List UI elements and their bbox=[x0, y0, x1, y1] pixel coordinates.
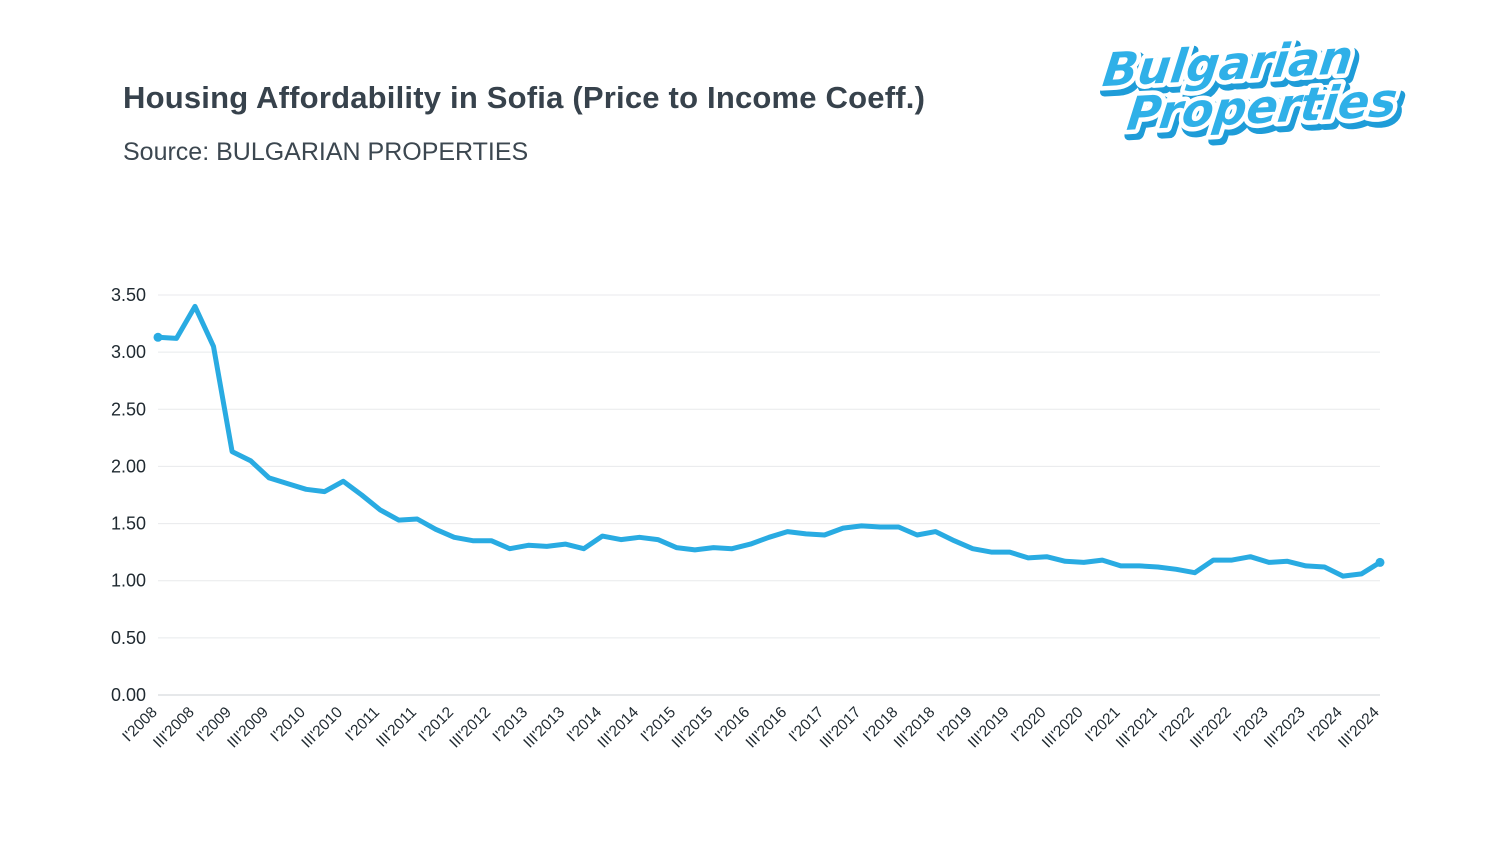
x-axis-tick-label: III'2011 bbox=[373, 704, 420, 751]
x-axis-tick-label: III'2020 bbox=[1039, 704, 1087, 752]
y-axis-tick-label: 2.00 bbox=[111, 456, 146, 476]
x-axis-tick-label: III'2019 bbox=[965, 704, 1013, 752]
y-axis-tick-label: 0.00 bbox=[111, 685, 146, 705]
line-endpoint-marker bbox=[1375, 557, 1385, 567]
logo-word-1: Bulgarian bbox=[1100, 30, 1356, 97]
source-label: Source: BULGARIAN PROPERTIES bbox=[123, 138, 529, 166]
x-axis-tick-label: III'2009 bbox=[224, 704, 272, 752]
y-axis-tick-label: 3.50 bbox=[111, 285, 146, 305]
x-axis-tick-label: III'2014 bbox=[595, 704, 643, 752]
x-axis-tick-label: III'2021 bbox=[1113, 704, 1161, 752]
x-axis-tick-label: III'2015 bbox=[669, 704, 717, 752]
affordability-line-chart: 0.000.501.001.502.002.503.003.50I'2008II… bbox=[111, 285, 1385, 752]
x-axis-tick-label: III'2012 bbox=[446, 704, 494, 752]
x-axis-tick-label: III'2017 bbox=[817, 704, 865, 752]
logo-word-1-outline: Bulgarian bbox=[1100, 30, 1356, 97]
y-axis-tick-label: 0.50 bbox=[111, 628, 146, 648]
page-title: Housing Affordability in Sofia (Price to… bbox=[123, 80, 926, 115]
logo-graphic: Bulgarian Properties Bulgarian Propertie… bbox=[1095, 26, 1409, 152]
y-axis-tick-label: 1.00 bbox=[111, 571, 146, 591]
x-axis-tick-label: III'2023 bbox=[1261, 704, 1309, 752]
y-axis-tick-label: 3.00 bbox=[111, 342, 146, 362]
y-axis-tick-label: 2.50 bbox=[111, 399, 146, 419]
x-axis-tick-label: III'2024 bbox=[1335, 704, 1383, 752]
x-axis-tick-label: III'2022 bbox=[1187, 704, 1235, 752]
price-to-income-line bbox=[155, 303, 1383, 579]
y-axis-tick-label: 1.50 bbox=[111, 514, 146, 534]
chart-container: 0.00 0.50 1.00 1.50 2.00 2.50 3.00 3.50 I'2008 II… bbox=[0, 240, 1500, 820]
x-axis-tick-label: III'2018 bbox=[891, 704, 939, 752]
x-axis-tick-label: III'2016 bbox=[743, 704, 791, 752]
x-axis-tick-label: III'2008 bbox=[150, 704, 198, 752]
x-axis-tick-label: III'2013 bbox=[520, 704, 568, 752]
x-axis-tick-label: III'2010 bbox=[298, 704, 346, 752]
bulgarian-properties-logo: Bulgarian Properties Bulgarian Propertie… bbox=[1092, 26, 1422, 152]
line-endpoint-marker bbox=[153, 332, 163, 342]
